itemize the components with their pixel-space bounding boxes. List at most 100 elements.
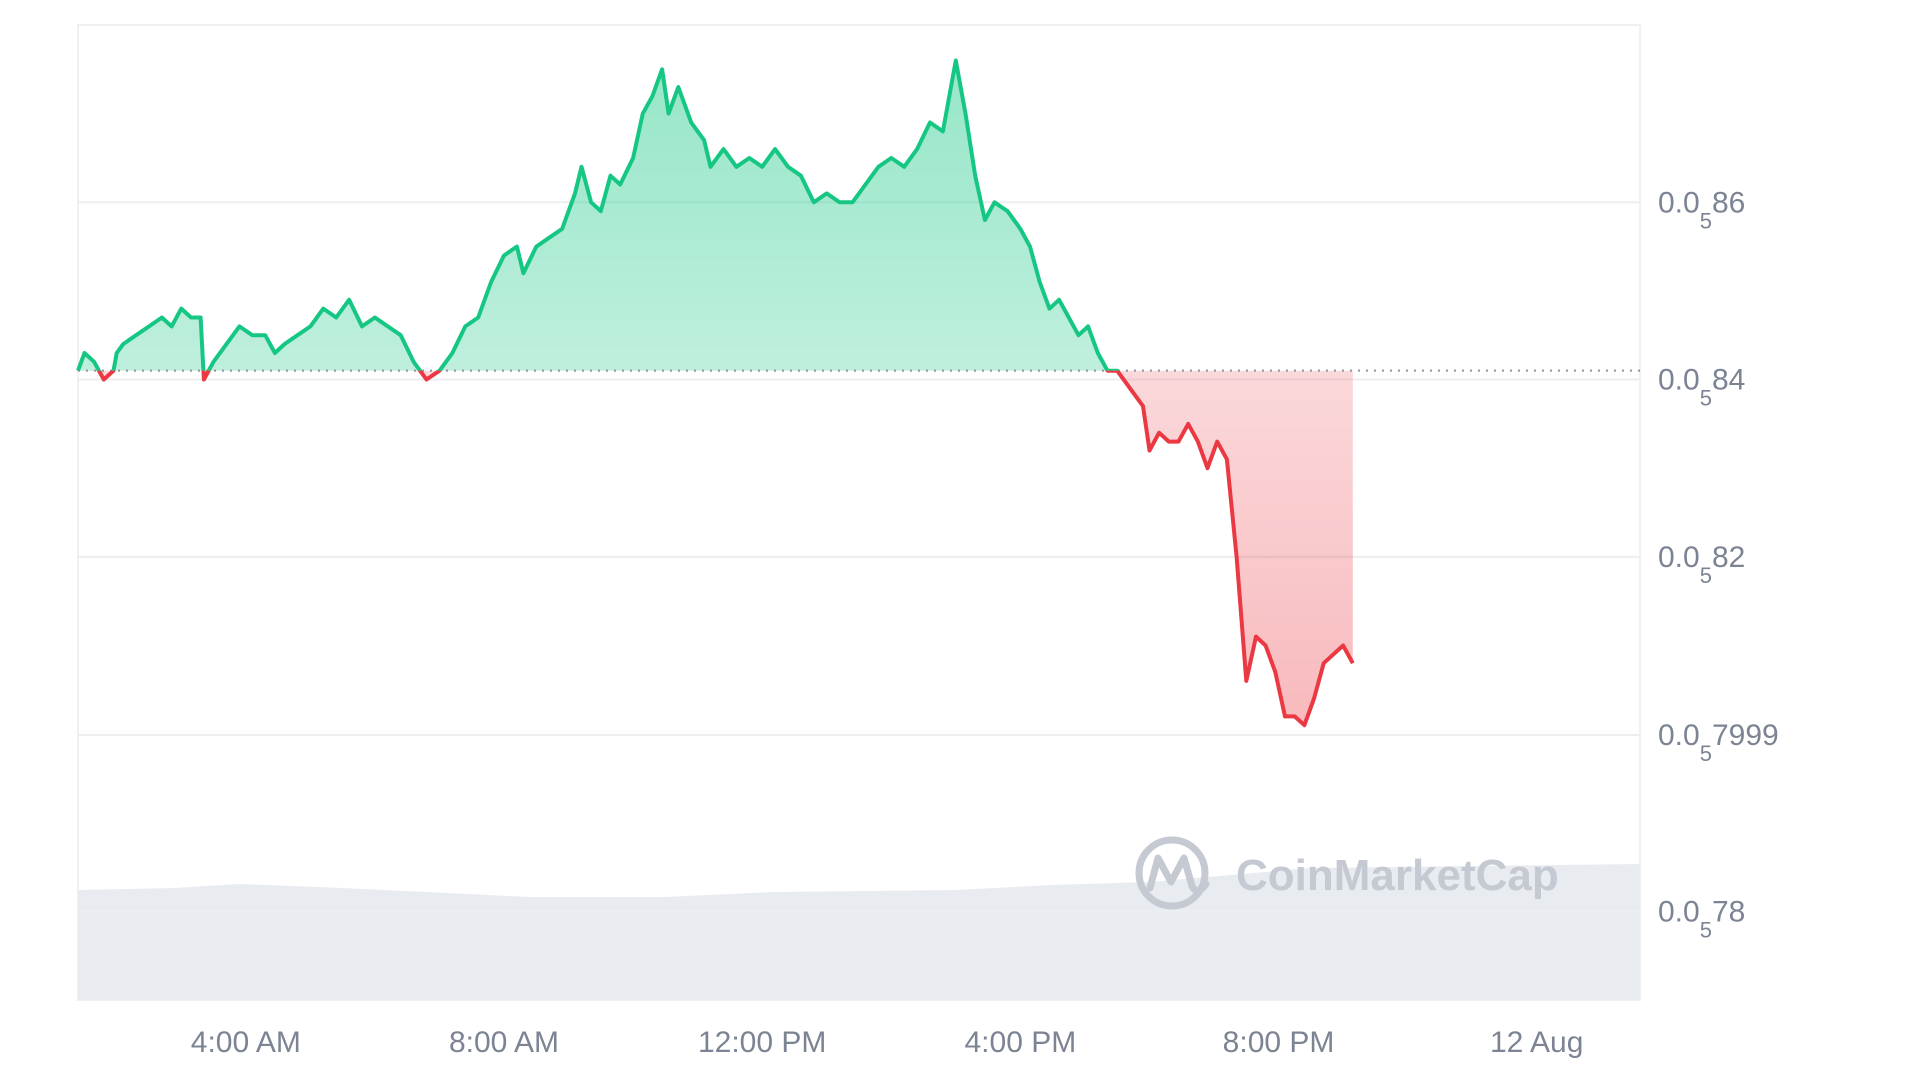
price-point [348,298,351,301]
price-point [1158,431,1161,434]
price-point [135,334,138,337]
y-tick-label: 0.057999 [1658,719,1779,766]
price-point [983,219,986,222]
price-point [373,316,376,319]
price-point [115,352,118,355]
price-point [1216,440,1219,443]
price-point [761,165,764,168]
price-point [735,165,738,168]
price-point [812,201,815,204]
price-point [941,130,944,133]
price-point [619,183,622,186]
price-point [1206,467,1209,470]
price-point [1038,281,1041,284]
x-tick-label: 8:00 AM [449,1026,559,1059]
x-tick-label: 8:00 PM [1223,1026,1335,1059]
coinmarketcap-watermark: CoinMarketCap [1135,836,1559,910]
price-point [93,360,96,363]
price-point [1129,387,1132,390]
price-point [1342,644,1345,647]
price-point [916,148,919,151]
price-point [1096,352,1099,355]
coinmarketcap-logo-icon [1135,836,1210,910]
watermark-brand: CoinMarketCap [1236,851,1559,900]
price-point [825,192,828,195]
price-point [412,360,415,363]
price-lines [76,58,1355,728]
price-point [425,378,428,381]
area-below-baseline [78,370,1353,726]
price-point [599,210,602,213]
y-tick-label: 0.0578 [1658,895,1745,942]
price-point [361,325,364,328]
price-point [1245,679,1248,682]
price-point [799,174,802,177]
price-point [148,325,151,328]
x-tick-label: 12 Aug [1490,1026,1583,1059]
price-point [851,201,854,204]
price-point [1116,369,1119,372]
price-point [1332,653,1335,656]
price-point [238,325,241,328]
price-point [1106,369,1109,372]
price-point [1019,227,1022,230]
price-point [202,378,205,381]
price-point [477,316,480,319]
price-point [929,121,932,124]
price-point [451,352,454,355]
price-point [877,165,880,168]
price-point [83,352,86,355]
grid-lines [78,201,1640,913]
price-point [993,201,996,204]
price-point [399,334,402,337]
price-point [190,316,193,319]
y-tick-label: 0.0584 [1658,364,1745,411]
price-point [1196,440,1199,443]
price-point [273,352,276,355]
price-point [748,157,751,160]
price-point [890,157,893,160]
x-tick-label: 4:00 PM [964,1026,1076,1059]
price-point [787,165,790,168]
price-point [1029,245,1032,248]
price-point [580,165,583,168]
price-point [722,148,725,151]
price-point [609,174,612,177]
price-line-up [76,58,1120,371]
price-point [1048,307,1051,310]
price-point [590,201,593,204]
y-tick-label: 0.0586 [1658,186,1745,233]
y-tick-label: 0.0582 [1658,541,1745,588]
price-point [1351,662,1354,665]
price-point [309,325,312,328]
price-point [561,227,564,230]
x-axis: 4:00 AM 8:00 AM 12:00 PM 4:00 PM 8:00 PM 12 A… [191,1026,1584,1059]
price-point [1187,422,1190,425]
price-point [199,316,202,319]
price-point [251,334,254,337]
price-point [1235,555,1238,558]
price-point [77,369,80,372]
price-point [661,68,664,71]
x-tick-label: 12:00 PM [698,1026,826,1059]
price-point [1274,671,1277,674]
price-point [180,307,183,310]
price-point [1067,316,1070,319]
price-point [1255,635,1258,638]
price-point [974,174,977,177]
price-point [1225,458,1228,461]
price-point [464,325,467,328]
price-point [1284,715,1287,718]
price-point [903,165,906,168]
price-point [964,112,967,115]
price-point [438,369,441,372]
price-point [1313,697,1316,700]
price-point [1058,298,1061,301]
price-point [667,112,670,115]
price-point [703,139,706,142]
price-point [522,272,525,275]
price-point [335,316,338,319]
price-point [122,343,125,346]
